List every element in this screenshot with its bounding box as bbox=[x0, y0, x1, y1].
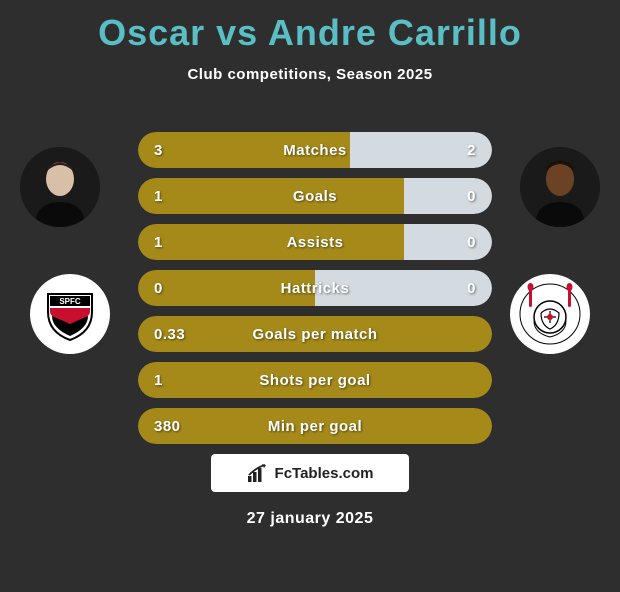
club-right-badge bbox=[510, 274, 590, 354]
corinthians-badge-icon bbox=[517, 281, 583, 347]
player-left-avatar bbox=[20, 147, 100, 227]
stat-overlay: 0Hattricks0 bbox=[138, 270, 492, 306]
spfc-badge-icon: SPFC bbox=[40, 284, 100, 344]
fctables-logo-icon bbox=[247, 464, 269, 482]
stats-container: 3Matches2 1Goals0 1Assists0 0Hattricks0 0.33… bbox=[138, 132, 492, 454]
stat-label: Goals bbox=[138, 188, 492, 205]
fctables-branding: FcTables.com bbox=[211, 454, 409, 492]
comparison-title: Oscar vs Andre Carrillo bbox=[0, 12, 620, 54]
player-right-silhouette bbox=[520, 147, 600, 227]
stat-label: Assists bbox=[138, 234, 492, 251]
svg-text:SPFC: SPFC bbox=[59, 297, 81, 306]
stat-overlay: 380Min per goal bbox=[138, 408, 492, 444]
club-left-badge: SPFC bbox=[30, 274, 110, 354]
comparison-date: 27 january 2025 bbox=[0, 510, 620, 528]
stat-label: Goals per match bbox=[138, 326, 492, 343]
branding-text: FcTables.com bbox=[275, 465, 374, 482]
stat-label: Matches bbox=[138, 142, 492, 159]
stat-overlay: 1Shots per goal bbox=[138, 362, 492, 398]
stat-overlay: 1Goals0 bbox=[138, 178, 492, 214]
stat-row: 1Shots per goal bbox=[138, 362, 492, 398]
stat-overlay: 0.33Goals per match bbox=[138, 316, 492, 352]
stat-row: 3Matches2 bbox=[138, 132, 492, 168]
stat-row: 380Min per goal bbox=[138, 408, 492, 444]
comparison-subtitle: Club competitions, Season 2025 bbox=[0, 66, 620, 83]
stat-row: 0Hattricks0 bbox=[138, 270, 492, 306]
player-right-avatar bbox=[520, 147, 600, 227]
stat-label: Hattricks bbox=[138, 280, 492, 297]
stat-row: 0.33Goals per match bbox=[138, 316, 492, 352]
stat-overlay: 3Matches2 bbox=[138, 132, 492, 168]
stat-label: Min per goal bbox=[138, 418, 492, 435]
stat-label: Shots per goal bbox=[138, 372, 492, 389]
player-left-silhouette bbox=[20, 147, 100, 227]
stat-row: 1Assists0 bbox=[138, 224, 492, 260]
stat-overlay: 1Assists0 bbox=[138, 224, 492, 260]
stat-row: 1Goals0 bbox=[138, 178, 492, 214]
